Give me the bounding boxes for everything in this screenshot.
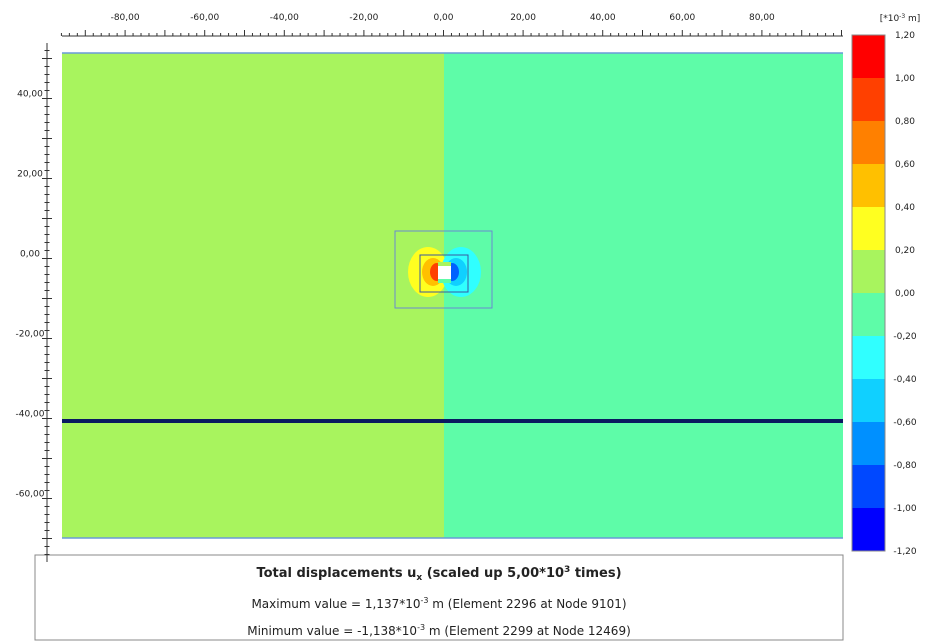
legend-band [852,293,885,336]
x-label: -80,00 [111,13,140,23]
legend-label: -0,20 [893,332,917,342]
legend-band [852,164,885,207]
y-label: -40,00 [15,410,44,420]
legend-band [852,121,885,164]
caption-box [34,554,844,641]
legend-label: 0,00 [895,289,915,299]
x-label: -40,00 [270,13,299,23]
legend-band [852,336,885,379]
legend-band [852,35,885,78]
tunnel-contours [394,230,493,309]
legend-label: -0,60 [893,418,917,428]
x-label: 0,00 [433,13,453,23]
legend-band [852,78,885,121]
caption-title: Total displacements ux (scaled up 5,00*1… [256,565,621,583]
x-label: -20,00 [349,13,378,23]
legend-label: 0,40 [895,203,915,213]
legend-label: 0,20 [895,246,915,256]
y-label: -20,00 [15,330,44,340]
legend-label: 0,80 [895,117,915,127]
legend-label: -0,40 [893,375,917,385]
x-label: 60,00 [669,13,695,23]
soil-left [62,53,444,538]
x-label: 80,00 [749,13,775,23]
legend-label: 1,00 [895,74,915,84]
soil-right [444,53,843,538]
y-label: 20,00 [17,170,43,180]
legend-frame [851,34,886,552]
legend-band [852,379,885,422]
legend-label: -1,20 [893,547,917,557]
legend-band [852,250,885,293]
legend-unit: [*10-3 m] [880,13,921,24]
legend-band [852,508,885,551]
legend-label: 0,60 [895,160,915,170]
x-label: 20,00 [510,13,536,23]
y-label: -60,00 [15,490,44,500]
legend-band [852,465,885,508]
legend-band [852,207,885,250]
legend-label: 1,20 [895,31,915,41]
legend-label: -0,80 [893,461,917,471]
y-label: 40,00 [17,90,43,100]
legend-label: -1,00 [893,504,917,514]
y-label: 0,00 [20,250,40,260]
x-label: 40,00 [590,13,616,23]
caption-min: Minimum value = -1,138*10-3 m (Element 2… [247,623,631,638]
legend-band [852,422,885,465]
x-label: -60,00 [190,13,219,23]
caption-max: Maximum value = 1,137*10-3 m (Element 22… [251,596,626,611]
